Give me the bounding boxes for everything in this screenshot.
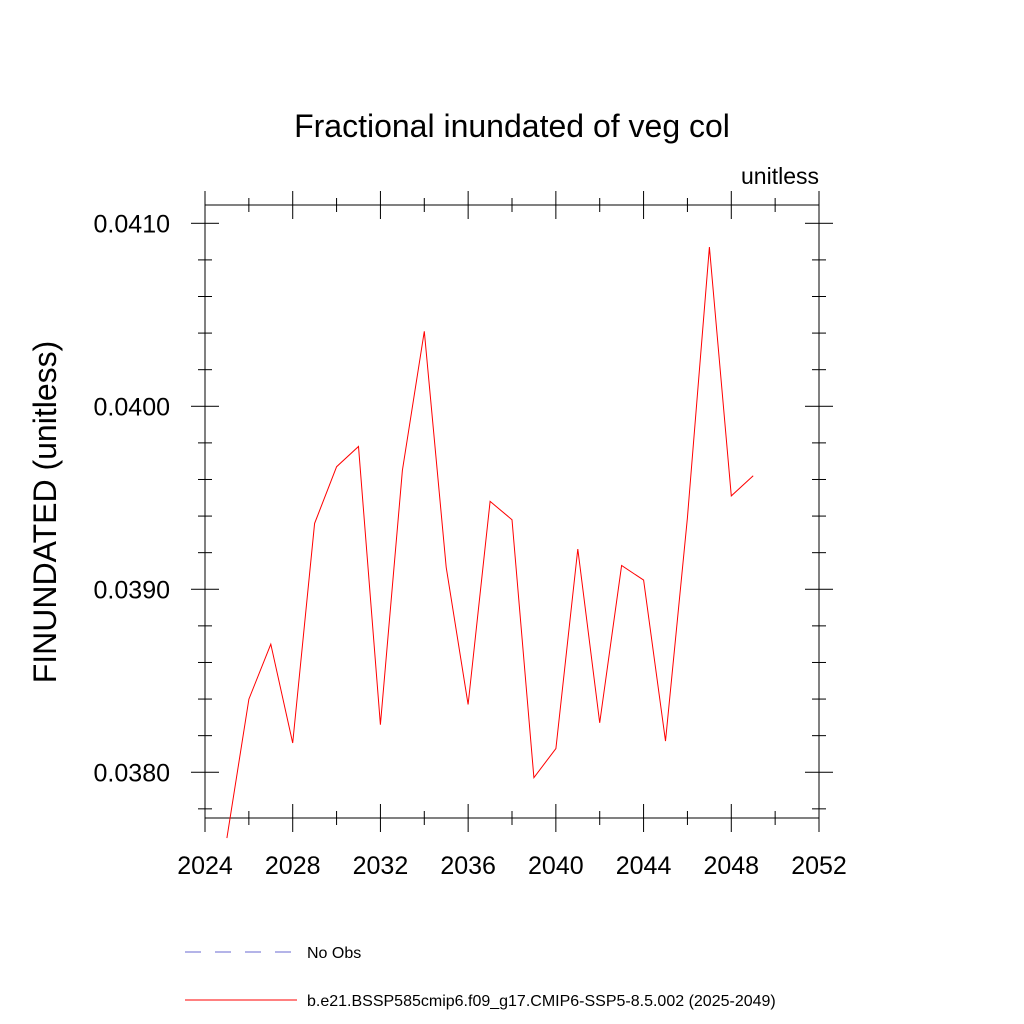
x-tick-label: 2036 bbox=[440, 852, 496, 880]
y-tick-label: 0.0380 bbox=[94, 759, 170, 787]
x-tick-label: 2028 bbox=[265, 852, 321, 880]
series-line-model bbox=[226, 247, 754, 839]
y-tick-label: 0.0410 bbox=[94, 210, 170, 238]
plot-frame bbox=[204, 204, 820, 819]
chart-title: Fractional inundated of veg col bbox=[294, 108, 730, 144]
y-tick-label: 0.0400 bbox=[94, 393, 170, 421]
units-label: unitless bbox=[741, 163, 819, 189]
x-axis-ticks: 2024 2028 2032 2036 2040 2044 2048 2052 bbox=[177, 191, 847, 880]
data-series bbox=[226, 247, 754, 839]
legend-label-no-obs: No Obs bbox=[307, 945, 361, 962]
legend-label-model: b.e21.BSSP585cmip6.f09_g17.CMIP6-SSP5-8.… bbox=[307, 993, 776, 1010]
x-tick-label: 2024 bbox=[177, 852, 233, 880]
x-tick-label: 2032 bbox=[353, 852, 409, 880]
x-tick-label: 2040 bbox=[528, 852, 584, 880]
x-tick-label: 2044 bbox=[616, 852, 672, 880]
y-axis-ticks: 0.0380 0.0390 0.0400 0.0410 bbox=[94, 210, 833, 810]
y-tick-label: 0.0390 bbox=[94, 576, 170, 604]
y-axis-label: FINUNDATED (unitless) bbox=[27, 341, 63, 684]
x-tick-label: 2052 bbox=[791, 852, 847, 880]
legend: No Obs b.e21.BSSP585cmip6.f09_g17.CMIP6-… bbox=[185, 945, 776, 1010]
x-tick-label: 2048 bbox=[703, 852, 759, 880]
